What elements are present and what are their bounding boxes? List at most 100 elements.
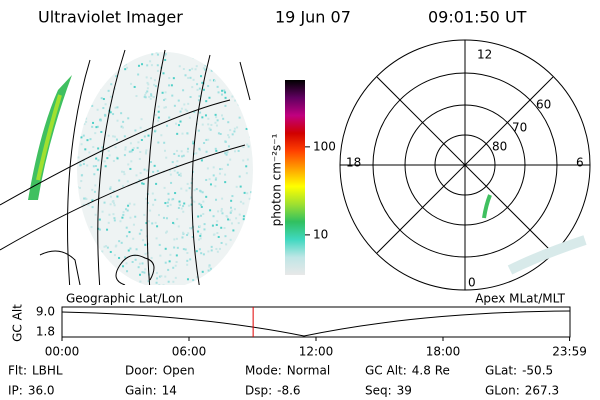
- speckle: [182, 232, 185, 235]
- colorbar-label: photon cm⁻²s⁻¹: [270, 133, 284, 226]
- speckle: [175, 260, 178, 263]
- speckle: [154, 221, 157, 224]
- speckle: [143, 95, 146, 98]
- speckle: [104, 165, 107, 168]
- speckle: [124, 256, 127, 259]
- speckle: [118, 256, 121, 259]
- speckle: [154, 198, 157, 201]
- speckle: [127, 249, 130, 252]
- speckle: [178, 203, 181, 206]
- speckle: [128, 231, 131, 234]
- speckle: [147, 242, 150, 245]
- speckle: [157, 110, 160, 113]
- speckle: [103, 245, 106, 248]
- speckle: [141, 271, 144, 274]
- speckle: [149, 97, 152, 100]
- speckle: [215, 198, 218, 201]
- speckle: [174, 276, 177, 279]
- speckle: [215, 247, 218, 250]
- speckle: [198, 147, 201, 150]
- speckle: [93, 190, 96, 193]
- speckle: [113, 254, 116, 257]
- speckle: [207, 269, 210, 272]
- speckle: [160, 134, 163, 137]
- field-label: Mode:: [245, 364, 282, 378]
- timeline-x-tick-label: 00:00: [45, 345, 80, 359]
- speckle: [250, 191, 253, 194]
- speckle: [232, 229, 235, 232]
- speckle: [233, 208, 236, 211]
- speckle: [163, 141, 166, 144]
- speckle: [215, 149, 218, 152]
- speckle: [137, 64, 140, 67]
- speckle: [145, 197, 148, 200]
- speckle: [99, 119, 102, 122]
- speckle: [104, 103, 107, 106]
- speckle: [181, 236, 184, 239]
- speckle: [124, 146, 127, 149]
- speckle: [172, 221, 175, 224]
- speckle: [170, 84, 173, 87]
- speckle: [202, 200, 205, 203]
- speckle: [221, 167, 224, 170]
- timeline-x-tick-label: 18:00: [426, 345, 461, 359]
- speckle: [108, 154, 111, 157]
- speckle: [125, 63, 128, 66]
- speckle: [144, 243, 147, 246]
- speckle: [84, 148, 87, 151]
- speckle: [196, 88, 199, 91]
- speckle: [237, 149, 240, 152]
- mlt-label: 18: [346, 156, 361, 170]
- speckle: [208, 127, 211, 130]
- speckle: [174, 264, 177, 267]
- speckle: [140, 229, 143, 232]
- speckle: [217, 132, 220, 135]
- speckle: [107, 221, 110, 224]
- speckle: [95, 157, 98, 160]
- speckle: [220, 209, 223, 212]
- speckle: [94, 165, 97, 168]
- speckle: [173, 238, 176, 241]
- speckle: [123, 64, 126, 67]
- speckle: [207, 117, 210, 120]
- speckle: [176, 246, 179, 249]
- speckle: [172, 77, 175, 80]
- speckle: [139, 172, 142, 175]
- instrument-title: Ultraviolet Imager: [38, 8, 183, 27]
- speckle: [189, 96, 192, 99]
- timeline-x-tick-label: 06:00: [172, 345, 207, 359]
- speckle: [239, 200, 242, 203]
- speckle: [98, 228, 101, 231]
- speckle: [80, 143, 83, 146]
- speckle: [219, 168, 222, 171]
- speckle: [246, 192, 249, 195]
- speckle: [208, 96, 211, 99]
- speckle: [164, 53, 167, 56]
- speckle: [171, 94, 174, 97]
- speckle: [129, 142, 132, 145]
- speckle: [177, 154, 180, 157]
- speckle: [150, 64, 153, 67]
- speckle: [150, 161, 153, 164]
- field-value: LBHL: [32, 364, 63, 378]
- speckle: [229, 206, 232, 209]
- speckle: [137, 73, 140, 76]
- speckle: [189, 227, 192, 230]
- speckle: [213, 233, 216, 236]
- speckle: [185, 189, 188, 192]
- speckle: [183, 202, 186, 205]
- speckle: [182, 205, 185, 208]
- speckle: [110, 83, 113, 86]
- speckle: [195, 250, 198, 253]
- speckle: [170, 181, 173, 184]
- speckle: [106, 228, 109, 231]
- speckle: [195, 65, 198, 68]
- speckle: [175, 237, 178, 240]
- speckle: [120, 125, 123, 128]
- speckle: [127, 117, 130, 120]
- speckle: [80, 180, 83, 183]
- speckle: [214, 185, 217, 188]
- speckle: [214, 147, 217, 150]
- speckle: [157, 119, 160, 122]
- speckle: [155, 237, 158, 240]
